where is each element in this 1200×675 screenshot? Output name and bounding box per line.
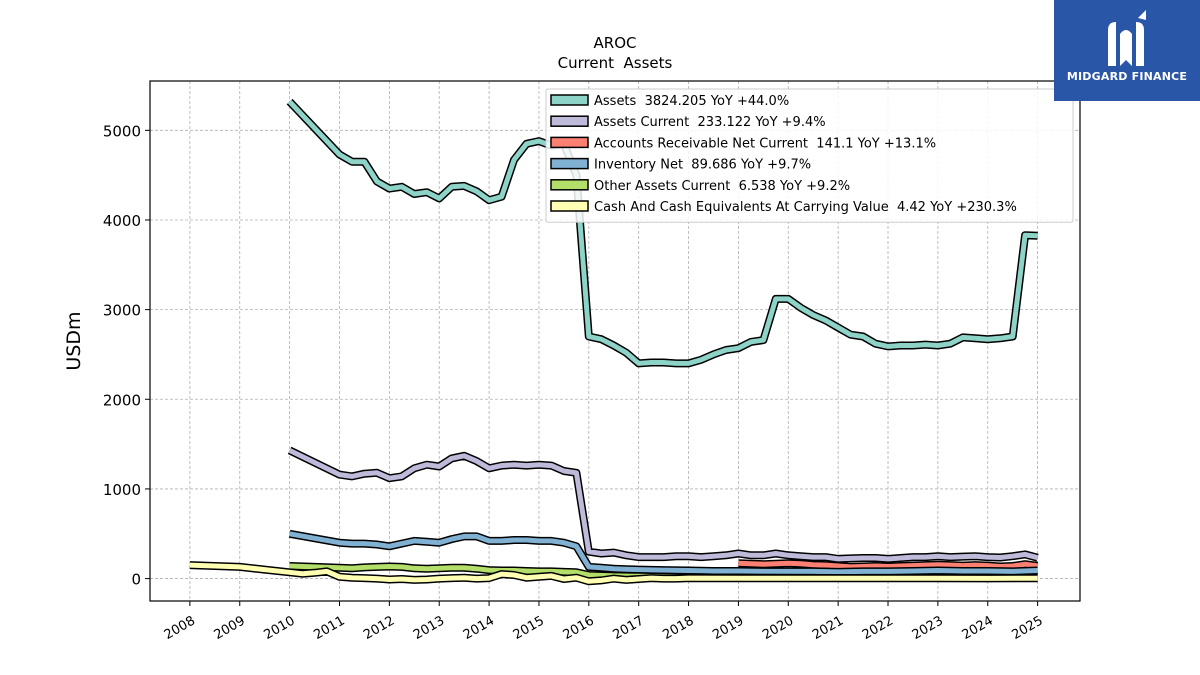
legend-swatch: [550, 157, 589, 170]
legend-label: Inventory Net 89.686 YoY +9.7%: [594, 158, 811, 173]
series-stroke: [189, 562, 1038, 584]
series-stroke: [288, 448, 1039, 562]
chart-title: AROC: [594, 34, 637, 52]
y-tick-label: 4000: [103, 212, 141, 230]
x-tick-label: 2008: [162, 613, 198, 643]
legend: Assets 3824.205 YoY +44.0% Assets Current…: [545, 88, 1074, 223]
legend-swatch: [550, 136, 589, 149]
x-tick-label: 2011: [311, 613, 347, 643]
y-axis-label: USDm: [63, 311, 85, 370]
x-tick-label: 2009: [212, 613, 248, 643]
series-line: [288, 529, 1038, 576]
x-tick-label: 2012: [361, 613, 397, 643]
x-tick-label: 2016: [561, 613, 597, 643]
x-tick-label: 2019: [710, 613, 746, 643]
legend-label: Other Assets Current 6.538 YoY +9.2%: [594, 179, 850, 194]
x-tick-label: 2010: [261, 613, 297, 643]
x-tick-label: 2023: [910, 613, 946, 643]
y-axis: 0 1000 2000 3000 4000 5000: [103, 122, 150, 589]
legend-label: Assets Current 233.122 YoY +9.4%: [594, 115, 826, 130]
x-axis: 2008 2009 2010 2011 2012 2013 2014 2015 2016 2017…: [162, 601, 1046, 643]
y-tick-label: 1000: [103, 481, 141, 499]
x-tick-label: 2013: [411, 613, 447, 643]
series-stroke: [289, 531, 1038, 575]
y-tick-label: 5000: [103, 122, 141, 140]
y-tick-label: 0: [131, 571, 141, 589]
legend-swatch: [550, 200, 589, 212]
legend-box: [545, 88, 1074, 223]
x-tick-label: 2017: [611, 613, 647, 643]
x-tick-label: 2025: [1009, 613, 1045, 643]
x-tick-label: 2021: [810, 613, 846, 643]
series-layer: [189, 98, 1039, 586]
midgard-logo-icon: [1108, 10, 1146, 66]
chart-subtitle: Current Assets: [558, 54, 673, 72]
legend-swatch: [550, 115, 589, 127]
x-tick-label: 2018: [660, 613, 696, 643]
y-tick-label: 2000: [103, 391, 141, 409]
legend-label: Assets 3824.205 YoY +44.0%: [594, 94, 789, 109]
plot-frame: [149, 80, 1081, 602]
x-tick-label: 2022: [860, 613, 896, 643]
x-tick-label: 2015: [511, 613, 547, 643]
legend-label: Cash And Cash Equivalents At Carrying Va…: [594, 200, 1017, 215]
series-stroke: [738, 560, 1038, 570]
x-tick-label: 2024: [960, 613, 996, 643]
legend-swatch: [550, 179, 589, 191]
legend-swatch: [550, 94, 589, 106]
legend-label: Accounts Receivable Net Current 141.1 Yo…: [594, 136, 936, 151]
x-tick-label: 2014: [461, 613, 497, 643]
brand-logo: MIDGARD FINANCE: [1054, 0, 1200, 101]
y-tick-label: 3000: [103, 302, 141, 320]
series-line: [287, 446, 1039, 563]
x-tick-label: 2020: [760, 613, 796, 643]
series-line: [189, 561, 1038, 586]
brand-name: MIDGARD FINANCE: [1066, 70, 1188, 83]
series-stroke: [287, 99, 1038, 366]
series-line: [286, 98, 1038, 368]
series-line: [738, 559, 1039, 571]
